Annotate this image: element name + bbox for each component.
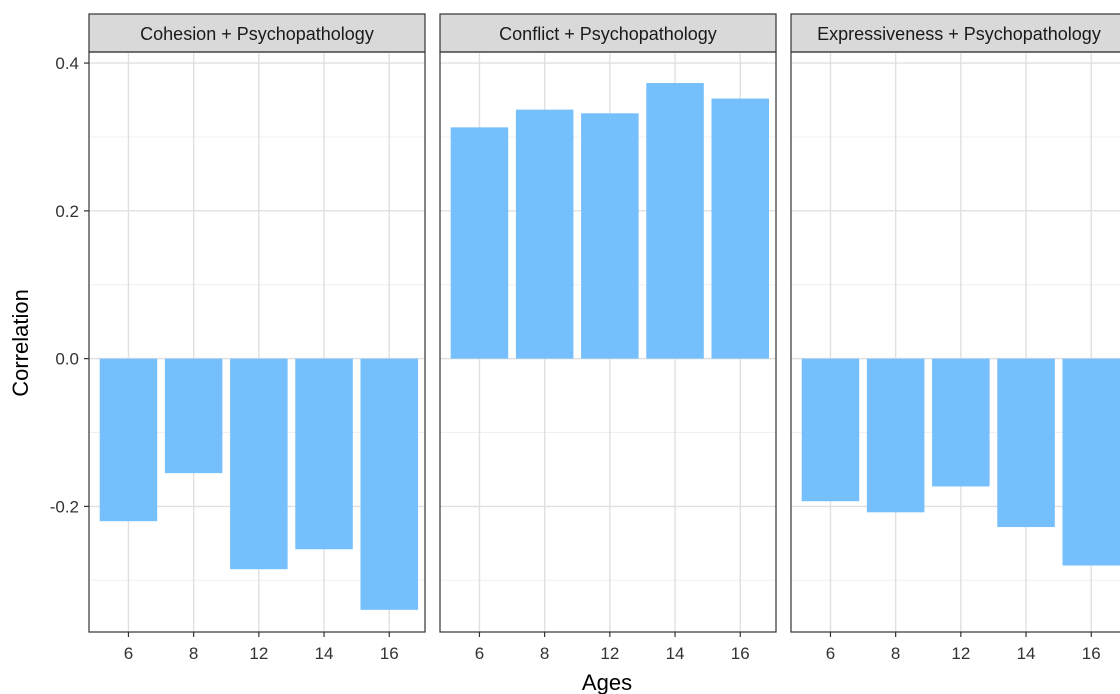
x-tick-label: 8: [189, 644, 198, 663]
x-axis-title: Ages: [582, 670, 632, 694]
panel-border: [790, 51, 1120, 633]
x-tick-label: 16: [380, 644, 399, 663]
x-tick-label: 16: [731, 644, 750, 663]
y-tick-label: 0.4: [55, 54, 79, 73]
bar: [581, 113, 639, 359]
bar-series: [99, 358, 418, 610]
bar: [230, 358, 288, 570]
bar: [360, 358, 418, 610]
x-tick-label: 8: [540, 644, 549, 663]
bar-series: [801, 358, 1120, 566]
facet-strip: [88, 13, 426, 53]
bar: [1062, 358, 1120, 566]
bar: [450, 127, 509, 359]
facet-strip: [790, 13, 1120, 53]
bar: [646, 83, 704, 359]
bar: [801, 358, 860, 502]
panel-border: [439, 51, 777, 633]
facet-strip: [439, 13, 777, 53]
y-axis: -0.2 0.0 0.2 0.4: [50, 54, 89, 516]
bar: [295, 358, 353, 550]
x-tick-label: 8: [891, 644, 900, 663]
bar: [711, 98, 769, 359]
y-tick-label: 0.0: [55, 350, 79, 369]
x-tick-label: 6: [826, 644, 835, 663]
facet-strip-title: Expressiveness + Psychopathology: [817, 24, 1101, 44]
x-tick-label: 14: [315, 644, 334, 663]
bar: [515, 109, 574, 359]
y-tick-label: 0.2: [55, 202, 79, 221]
x-tick-label: 6: [475, 644, 484, 663]
y-axis-title: Correlation: [8, 289, 33, 397]
y-tick-label: -0.2: [50, 497, 79, 516]
facet-panel: Cohesion + Psychopathology 6 8 12 14 16: [88, 13, 426, 663]
bar: [997, 358, 1055, 528]
x-tick-label: 14: [666, 644, 685, 663]
x-tick-label: 14: [1017, 644, 1036, 663]
panel-border: [88, 51, 426, 633]
facet-strip-title: Cohesion + Psychopathology: [140, 24, 374, 44]
facet-strip-title: Conflict + Psychopathology: [499, 24, 717, 44]
facet-panel: Conflict + Psychopathology 6 8 12 14 16: [439, 13, 777, 663]
bar: [932, 358, 990, 487]
bar: [866, 358, 925, 513]
bar-series: [450, 83, 769, 359]
x-tick-label: 6: [124, 644, 133, 663]
x-tick-label: 16: [1082, 644, 1101, 663]
x-tick-label: 12: [249, 644, 268, 663]
x-tick-label: 12: [600, 644, 619, 663]
bar: [164, 358, 223, 474]
facet-panel: Expressiveness + Psychopathology 6 8 12 14 16: [790, 13, 1120, 663]
bar: [99, 358, 158, 522]
x-tick-label: 12: [951, 644, 970, 663]
